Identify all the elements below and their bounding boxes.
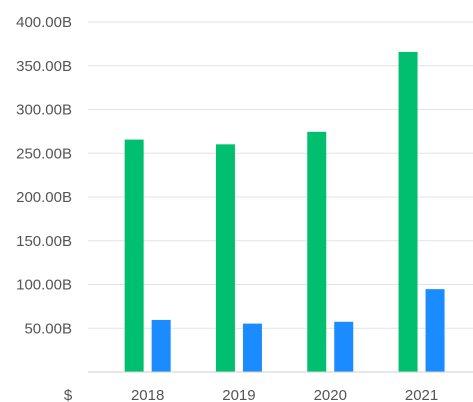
bar-2018-series-2 — [151, 319, 171, 372]
bar-2019-series-2 — [242, 323, 262, 372]
y-tick-label: 200.00B — [16, 189, 72, 206]
currency-symbol-label: $ — [64, 387, 73, 402]
x-tick-label: 2021 — [405, 387, 438, 402]
bar-2019-series-1 — [215, 144, 235, 372]
y-tick-label: 300.00B — [16, 102, 72, 119]
bar-2020-series-1 — [307, 131, 327, 372]
y-axis-tick-labels: 50.00B 100.00B 150.00B 200.00B 250.00B 300.00… — [16, 14, 72, 337]
bar-2021-series-1 — [398, 51, 418, 373]
y-tick-label: 50.00B — [24, 320, 72, 337]
y-tick-label: 150.00B — [16, 233, 72, 250]
y-tick-label: 100.00B — [16, 277, 72, 294]
bar-2021-series-2 — [425, 289, 445, 372]
y-tick-label: 350.00B — [16, 58, 72, 75]
bar-2018-series-1 — [124, 139, 144, 372]
x-tick-label: 2019 — [222, 387, 255, 402]
gridlines — [88, 21, 473, 329]
y-tick-label: 400.00B — [16, 14, 72, 31]
x-axis-tick-labels: 2018 2019 2020 2021 — [131, 387, 438, 402]
x-tick-label: 2018 — [131, 387, 164, 402]
x-tick-label: 2020 — [314, 387, 347, 402]
y-tick-label: 250.00B — [16, 145, 72, 162]
bar-2020-series-2 — [334, 321, 354, 372]
bars — [124, 51, 445, 373]
